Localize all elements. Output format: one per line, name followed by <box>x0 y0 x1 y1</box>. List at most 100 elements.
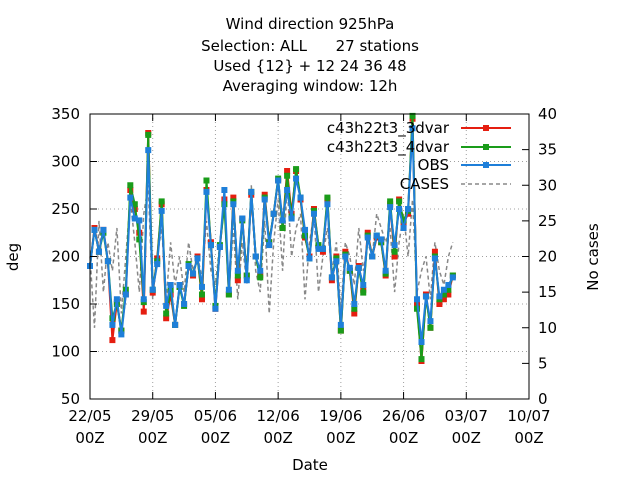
data-point <box>198 291 205 298</box>
series-line <box>89 128 454 343</box>
data-point <box>319 245 326 252</box>
data-point <box>315 245 322 252</box>
data-point <box>431 255 438 262</box>
data-point <box>136 217 143 224</box>
data-point <box>118 331 125 338</box>
data-point <box>203 188 210 195</box>
legend-marker <box>483 162 489 168</box>
data-point <box>422 293 429 300</box>
data-point <box>203 177 210 184</box>
data-point <box>163 302 170 309</box>
x-tick-label-date: 19/06 <box>319 407 362 425</box>
data-point <box>436 293 443 300</box>
y2-tick-label: 20 <box>538 248 557 266</box>
data-point <box>360 282 367 288</box>
data-point <box>198 283 205 290</box>
y2-tick-label: 40 <box>538 105 557 123</box>
legend-marker <box>483 125 489 131</box>
data-point <box>310 210 317 217</box>
data-point <box>176 282 183 288</box>
y-tick-label: 350 <box>51 105 80 123</box>
data-point <box>418 339 425 345</box>
data-point <box>342 253 349 260</box>
data-point <box>284 187 291 193</box>
data-point <box>346 264 353 271</box>
series-lines <box>87 112 456 364</box>
data-point <box>248 188 255 195</box>
y-tick-label: 150 <box>51 295 80 313</box>
data-point <box>225 291 232 298</box>
y-axis-label: deg <box>4 243 22 271</box>
data-point <box>387 204 394 211</box>
data-point <box>145 131 152 138</box>
data-point <box>405 206 412 212</box>
data-point <box>207 242 214 249</box>
data-point <box>409 112 416 119</box>
data-point <box>149 286 156 293</box>
data-point <box>212 305 219 312</box>
data-point <box>163 310 170 317</box>
y-tick-label: 50 <box>61 390 80 408</box>
legend-label: c43h22t3_4dvar <box>327 138 450 157</box>
data-point <box>400 217 407 224</box>
data-point <box>216 244 223 250</box>
data-point <box>198 296 205 303</box>
data-point <box>369 253 376 260</box>
data-point <box>275 177 282 184</box>
data-point <box>131 201 138 208</box>
data-point <box>127 194 134 201</box>
x-tick-label-hour: 00Z <box>514 429 543 447</box>
x-tick-label-date: 22/05 <box>68 407 111 425</box>
data-point <box>91 226 98 233</box>
data-point <box>131 215 138 222</box>
series-OBS <box>87 125 456 345</box>
data-point <box>293 175 300 182</box>
data-point <box>440 286 447 293</box>
data-point <box>418 356 425 363</box>
y-tick-label: 100 <box>51 343 80 361</box>
x-tick-label-date: 29/05 <box>131 407 174 425</box>
data-point <box>158 198 165 205</box>
data-point <box>270 210 277 217</box>
data-point <box>284 168 291 174</box>
data-point <box>230 194 237 201</box>
data-point <box>127 182 134 189</box>
x-tick-label-date: 26/06 <box>382 407 425 425</box>
legend-marker <box>483 144 489 150</box>
data-point <box>158 207 165 214</box>
data-point <box>109 337 116 344</box>
data-point <box>100 226 107 233</box>
data-point <box>194 255 201 262</box>
data-point <box>396 206 403 212</box>
y2-tick-label: 15 <box>538 283 557 301</box>
y2-tick-label: 30 <box>538 176 557 194</box>
data-point <box>234 277 241 284</box>
data-point <box>387 198 394 205</box>
y-axis-ticks: 50 100 150 200 250 300 350 <box>51 105 97 408</box>
x-tick-label-hour: 00Z <box>201 429 230 447</box>
data-point <box>225 286 232 293</box>
data-point <box>324 194 331 201</box>
data-point <box>364 234 371 241</box>
data-point <box>243 277 250 284</box>
legend-label: OBS <box>418 156 449 174</box>
data-point <box>190 270 197 277</box>
data-point <box>445 291 452 298</box>
data-point <box>113 296 120 303</box>
data-point <box>440 291 447 298</box>
x-axis-label: Date <box>292 456 328 474</box>
data-point <box>239 215 246 222</box>
y2-tick-label: 10 <box>538 319 557 337</box>
data-point <box>145 147 152 154</box>
data-point <box>391 248 398 255</box>
x-tick-label-hour: 00Z <box>452 429 481 447</box>
data-point <box>378 236 385 243</box>
data-point <box>427 324 434 331</box>
data-point <box>391 253 398 260</box>
data-point <box>445 282 452 288</box>
data-point <box>293 166 300 173</box>
data-point <box>279 217 286 224</box>
y2-tick-label: 0 <box>538 390 548 408</box>
